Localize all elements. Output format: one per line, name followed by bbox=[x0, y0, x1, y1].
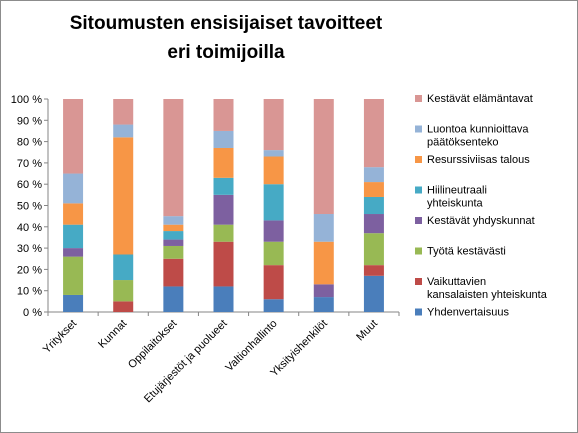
legend-swatch bbox=[415, 95, 422, 102]
bar-segment bbox=[163, 239, 184, 246]
bar-segment bbox=[363, 233, 384, 266]
bar-segment bbox=[313, 241, 334, 285]
bar-segment bbox=[263, 184, 284, 221]
bar-segment bbox=[313, 99, 334, 215]
bar-segment bbox=[63, 173, 84, 204]
bar-segment bbox=[163, 286, 184, 312]
bar-segment bbox=[263, 265, 284, 300]
bar-segment bbox=[213, 241, 234, 287]
y-tick-label: 80 % bbox=[17, 137, 42, 149]
bar-segment bbox=[363, 265, 384, 276]
legend-swatch bbox=[415, 125, 422, 133]
bar-segment bbox=[363, 196, 384, 215]
legend-swatch bbox=[415, 217, 422, 224]
legend-swatch bbox=[415, 308, 422, 316]
bar-segment bbox=[263, 220, 284, 242]
bar-segment bbox=[213, 177, 234, 195]
y-tick-label: 60 % bbox=[17, 179, 42, 191]
y-tick-label: 100 % bbox=[11, 94, 42, 106]
legend-label: Työtä kestävästi bbox=[427, 246, 506, 258]
legend-swatch bbox=[415, 247, 422, 255]
legend-label: Kestävät elämäntavat bbox=[427, 93, 533, 105]
bar-segment bbox=[163, 216, 184, 225]
bar-segment bbox=[213, 130, 234, 148]
x-tick-label: Oppilaitokset bbox=[126, 318, 179, 371]
bar-segment bbox=[163, 231, 184, 240]
bar-segment bbox=[113, 99, 134, 125]
bar-segment bbox=[113, 124, 134, 138]
bar-segment bbox=[363, 99, 384, 168]
y-tick-label: 90 % bbox=[17, 115, 42, 127]
x-tick-label: Etujärjestöt ja puolueet bbox=[142, 318, 230, 406]
bar-segment bbox=[113, 137, 134, 255]
x-tick-label: Muut bbox=[354, 318, 380, 344]
bar-segment bbox=[263, 241, 284, 266]
legend-label: Hiilineutraali yhteiskunta bbox=[427, 185, 487, 210]
bar-segment bbox=[163, 258, 184, 287]
bar-segment bbox=[63, 203, 84, 225]
x-tick-label: Kunnat bbox=[96, 318, 129, 351]
bar-segment bbox=[213, 194, 234, 225]
legend-label: Kestävät yhdyskunnat bbox=[427, 215, 535, 227]
bar-segment bbox=[313, 214, 334, 242]
bar-segment bbox=[113, 254, 134, 281]
bar-segment bbox=[363, 182, 384, 197]
bar-segment bbox=[163, 224, 184, 232]
bar-segment bbox=[63, 256, 84, 295]
bar-segment bbox=[313, 284, 334, 298]
y-tick-label: 30 % bbox=[17, 243, 42, 255]
bar-segment bbox=[363, 275, 384, 312]
legend-label: Luontoa kunnioittava päätöksenteko bbox=[427, 124, 529, 149]
legend-swatch bbox=[415, 278, 422, 285]
bar-segment bbox=[263, 99, 284, 151]
legend-swatch bbox=[415, 186, 422, 194]
bar-segment bbox=[113, 301, 134, 312]
y-tick-label: 50 % bbox=[17, 201, 42, 213]
y-tick-label: 0 % bbox=[23, 307, 42, 319]
legend-label: Resurssiviisas talous bbox=[427, 154, 530, 166]
bar-segment bbox=[63, 99, 84, 174]
bar-segment bbox=[363, 167, 384, 183]
bar-segment bbox=[163, 245, 184, 259]
x-tick-label: Valtionhallinto bbox=[223, 318, 279, 374]
legend-layer: Kestävät elämäntavat Luontoa kunnioittava… bbox=[415, 93, 548, 319]
y-tick-label: 70 % bbox=[17, 158, 42, 170]
bar-segment bbox=[213, 224, 234, 242]
y-tick-label: 40 % bbox=[17, 222, 42, 234]
y-tick-label: 10 % bbox=[17, 286, 42, 298]
bar-segment bbox=[213, 147, 234, 178]
bar-segment bbox=[213, 286, 234, 312]
bar-segment bbox=[63, 224, 84, 249]
bar-segment bbox=[163, 99, 184, 217]
bar-segment bbox=[263, 156, 284, 185]
bar-segment bbox=[63, 248, 84, 257]
bar-segment bbox=[113, 280, 134, 302]
bar-segment bbox=[363, 214, 384, 234]
bars-layer bbox=[63, 99, 384, 312]
y-tick-label: 20 % bbox=[17, 264, 42, 276]
legend-label: Yhdenvertaisuus bbox=[427, 307, 509, 319]
bar-segment bbox=[63, 294, 84, 312]
bar-segment bbox=[263, 150, 284, 157]
legend-swatch bbox=[415, 156, 422, 163]
x-tick-label: Yritykset bbox=[41, 318, 79, 356]
bar-segment bbox=[213, 99, 234, 131]
bar-segment bbox=[263, 299, 284, 312]
legend-label: Vaikuttavien kansalaisten yhteiskunta bbox=[427, 276, 548, 301]
chart-title: Sitoumusten ensisijaiset tavoitteet eri … bbox=[69, 13, 383, 63]
bar-segment bbox=[313, 297, 334, 312]
